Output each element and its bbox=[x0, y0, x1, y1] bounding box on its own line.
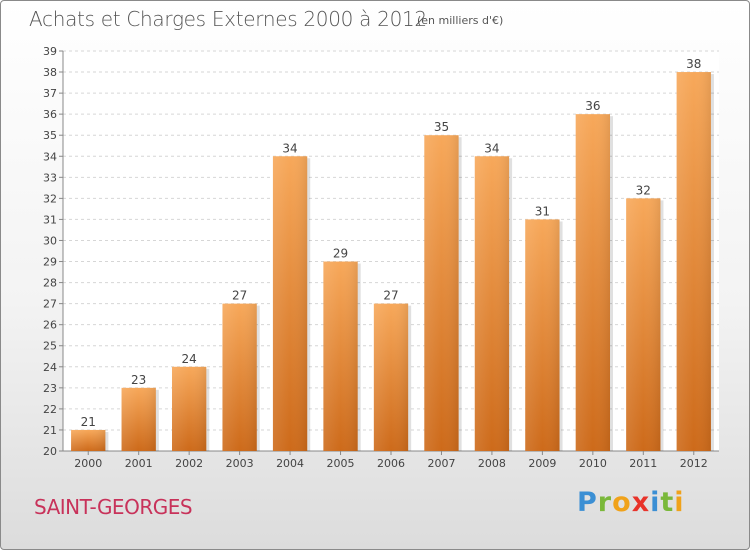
x-tick-label: 2005 bbox=[327, 457, 355, 470]
data-label: 32 bbox=[636, 183, 651, 197]
y-tick-label: 20 bbox=[43, 445, 57, 458]
logo-letter: i bbox=[650, 487, 661, 518]
y-tick-label: 28 bbox=[43, 277, 57, 290]
bar-shine bbox=[272, 156, 308, 451]
y-tick-label: 35 bbox=[43, 129, 57, 142]
bar-shine bbox=[525, 219, 560, 451]
y-tick-label: 24 bbox=[43, 361, 57, 374]
y-tick-label: 29 bbox=[43, 256, 57, 269]
y-tick-label: 26 bbox=[43, 319, 57, 332]
logo-letter: o bbox=[612, 487, 632, 518]
logo-letter: r bbox=[597, 487, 613, 518]
x-tick-label: 2000 bbox=[74, 457, 102, 470]
x-tick-label: 2007 bbox=[427, 457, 455, 470]
x-tick-label: 2003 bbox=[226, 457, 254, 470]
logo-letter: t bbox=[660, 487, 675, 518]
bar-shine bbox=[323, 261, 358, 451]
bar-layer bbox=[71, 72, 714, 452]
x-tick-label: 2002 bbox=[175, 457, 203, 470]
y-tick-label: 23 bbox=[43, 382, 57, 395]
y-tick-label: 38 bbox=[43, 66, 57, 79]
data-label: 27 bbox=[232, 289, 247, 303]
data-label: 36 bbox=[585, 99, 600, 113]
x-tick-label: 2009 bbox=[528, 457, 556, 470]
data-label: 29 bbox=[333, 247, 348, 261]
y-tick-label: 34 bbox=[43, 150, 57, 163]
x-tick-label: 2012 bbox=[680, 457, 708, 470]
chart-subtitle: (en milliers d'€) bbox=[417, 14, 504, 27]
y-tick-label: 30 bbox=[43, 234, 57, 247]
data-label: 38 bbox=[686, 57, 701, 71]
x-tick-label: 2010 bbox=[579, 457, 607, 470]
bar-shine bbox=[71, 429, 106, 451]
x-tick-label: 2006 bbox=[377, 457, 405, 470]
place-name: SAINT-GEORGES bbox=[34, 495, 193, 519]
bar-shine bbox=[171, 366, 207, 451]
bar-shine bbox=[121, 387, 156, 451]
logo-letter: x bbox=[631, 487, 651, 518]
x-tick-label: 2001 bbox=[125, 457, 153, 470]
data-label: 24 bbox=[182, 352, 197, 366]
y-tick-label: 39 bbox=[43, 45, 57, 58]
y-tick-label: 27 bbox=[43, 298, 57, 311]
data-label: 23 bbox=[131, 373, 146, 387]
x-tick-label: 2004 bbox=[276, 457, 304, 470]
bar-shine bbox=[424, 135, 459, 452]
bar-shine bbox=[222, 303, 257, 451]
x-tick-label: 2008 bbox=[478, 457, 506, 470]
data-label: 31 bbox=[535, 204, 550, 218]
logo-letter: P bbox=[577, 487, 598, 518]
y-tick-label: 22 bbox=[43, 403, 57, 416]
y-tick-label: 36 bbox=[43, 108, 57, 121]
y-tick-label: 33 bbox=[43, 171, 57, 184]
chart-title: Achats et Charges Externes 2000 à 2012 bbox=[29, 7, 427, 31]
bar-shine bbox=[575, 114, 611, 451]
axis-layer: 20 21 22 23 24 25 26 27 28 29 30 31 32 33 34 35 36 37 38 39 bbox=[43, 45, 719, 458]
bar-shine bbox=[373, 303, 409, 451]
logo-letter: i bbox=[674, 487, 685, 518]
bar-shine bbox=[676, 72, 711, 451]
data-label: 35 bbox=[434, 120, 449, 134]
y-tick-label: 21 bbox=[43, 424, 57, 437]
label-layer: 21 2000 23 2001 24 2002 27 2003 34 2004 29 2005 27 20… bbox=[74, 57, 708, 470]
y-tick-label: 25 bbox=[43, 340, 57, 353]
data-label: 27 bbox=[383, 289, 398, 303]
y-tick-label: 32 bbox=[43, 192, 57, 205]
y-tick-label: 37 bbox=[43, 87, 57, 100]
bar-shine bbox=[474, 156, 510, 451]
data-label: 21 bbox=[81, 415, 96, 429]
y-tick-label: 31 bbox=[43, 213, 57, 226]
proxiti-logo: Proxiti bbox=[577, 487, 685, 518]
data-label: 34 bbox=[282, 141, 297, 155]
bar-shine bbox=[626, 198, 661, 451]
x-tick-label: 2011 bbox=[629, 457, 657, 470]
data-label: 34 bbox=[484, 141, 499, 155]
